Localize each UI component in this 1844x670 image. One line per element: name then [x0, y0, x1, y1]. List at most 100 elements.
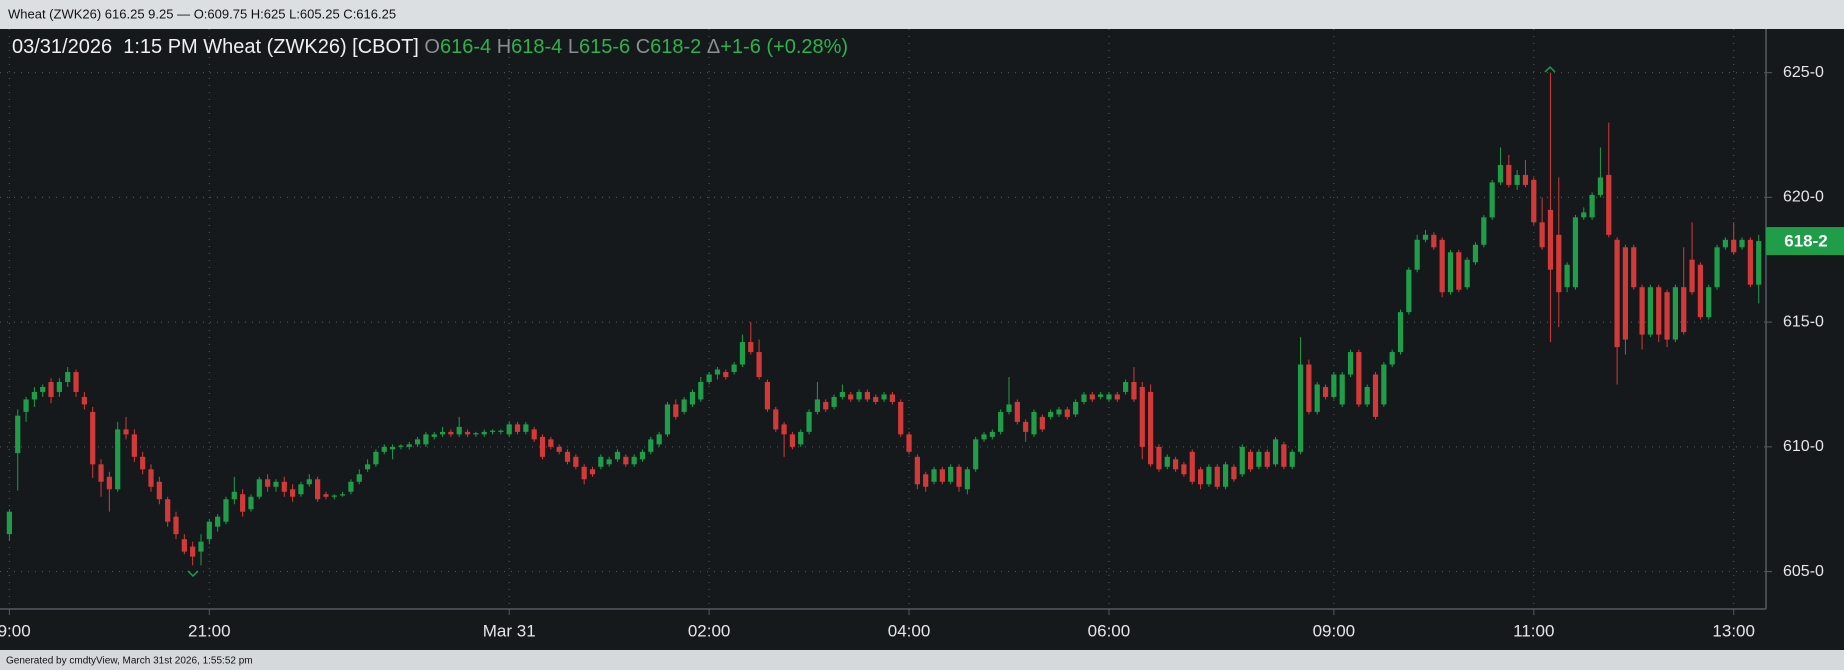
candle-body: [1597, 177, 1604, 195]
candle-body: [1622, 247, 1629, 340]
candle-body: [1189, 451, 1195, 482]
candle-body: [1197, 469, 1204, 485]
candle-body: [431, 434, 437, 437]
candle-body: [1081, 394, 1087, 402]
candle-body: [981, 434, 987, 440]
footer-text: Generated by cmdtyView, March 31st 2026,…: [6, 656, 253, 667]
candle-body: [231, 491, 237, 500]
candle-body: [1556, 234, 1562, 293]
candle-body: [331, 495, 337, 497]
candle-body: [306, 479, 312, 485]
candle-body: [1372, 374, 1379, 417]
candle-body: [1489, 182, 1495, 218]
candle-body: [798, 431, 804, 445]
candle-body: [290, 489, 296, 497]
candle-body: [123, 429, 129, 435]
window-titlebar: [0, 0, 1844, 29]
candle-body: [1331, 374, 1337, 397]
candle-body: [481, 431, 487, 435]
candle-body: [1222, 464, 1229, 487]
legend-label: H: [497, 36, 511, 58]
candle-body: [1297, 364, 1304, 452]
candle-body: [1239, 446, 1245, 475]
candle-body: [1031, 411, 1037, 435]
candle-body: [814, 399, 821, 412]
chart-background: [0, 29, 1844, 650]
candle-body: [914, 456, 920, 485]
candle-body: [623, 456, 629, 465]
candle-body: [131, 434, 137, 457]
candle-body: [948, 466, 954, 482]
candle-body: [223, 499, 229, 522]
candle-body: [1631, 247, 1637, 288]
candle-body: [1397, 312, 1404, 353]
candle-body: [648, 439, 654, 452]
candle-body: [31, 391, 37, 400]
candle-body: [1439, 239, 1445, 293]
candle-body: [581, 466, 587, 480]
candle-body: [364, 464, 371, 470]
candle-body: [1672, 287, 1678, 340]
candle-body: [389, 446, 396, 450]
candle-body: [281, 481, 287, 492]
candle-body: [881, 394, 887, 400]
candle-body: [1148, 391, 1154, 465]
candle-body: [48, 381, 54, 397]
candle-body: [856, 391, 862, 400]
candle-body: [514, 424, 521, 432]
candle-body: [1356, 352, 1362, 405]
candle-body: [706, 374, 712, 382]
candle-body: [1123, 381, 1129, 392]
candle-body: [1048, 411, 1054, 417]
candle-body: [1564, 264, 1570, 288]
candle-body: [1422, 234, 1429, 240]
low-marker: [187, 570, 199, 578]
candle-body: [1156, 446, 1162, 470]
candle-body: [1289, 451, 1295, 467]
candle-body: [556, 446, 562, 452]
candle-body: [1522, 174, 1529, 185]
candle-body: [831, 396, 837, 407]
candle-body: [498, 430, 504, 432]
candle-body: [539, 436, 546, 457]
candle-body: [1547, 209, 1554, 270]
candle-body: [65, 372, 71, 382]
candle-body: [773, 409, 779, 430]
candle-body: [356, 474, 362, 482]
candle-body: [998, 411, 1004, 432]
candle-body: [1406, 269, 1412, 313]
candle-body: [81, 396, 87, 405]
legend-value: 618-4: [511, 36, 562, 58]
candle-body: [165, 499, 171, 522]
candle-body: [1064, 409, 1070, 417]
candle-body: [1756, 241, 1762, 285]
candle-body: [1506, 164, 1512, 185]
x-tick-label: 02:00: [688, 621, 731, 640]
y-tick-label: 625-0: [1783, 64, 1824, 81]
candle-body: [173, 516, 179, 535]
candle-body: [414, 439, 421, 445]
candle-body: [1173, 459, 1179, 470]
candle-body: [156, 481, 162, 500]
candle-body: [1589, 194, 1595, 218]
candle-body: [1164, 456, 1170, 467]
candle-body: [781, 424, 787, 435]
candle-body: [1272, 439, 1279, 465]
candle-body: [1606, 174, 1612, 235]
candle-body: [1322, 386, 1329, 397]
candle-body: [906, 434, 912, 452]
candle-body: [1689, 259, 1695, 293]
candle-body: [340, 494, 346, 496]
candle-body: [73, 372, 79, 392]
x-tick-label: 21:00: [188, 621, 231, 640]
candle-body: [98, 464, 104, 482]
candle-body: [1514, 174, 1520, 185]
candle-body: [1481, 217, 1487, 245]
candle-body: [323, 494, 329, 497]
candle-body: [956, 466, 962, 487]
candle-body: [639, 451, 646, 460]
y-tick-label: 620-0: [1783, 189, 1824, 206]
grid: [0, 29, 1772, 615]
candle-body: [106, 476, 112, 490]
candle-body: [1056, 409, 1062, 415]
